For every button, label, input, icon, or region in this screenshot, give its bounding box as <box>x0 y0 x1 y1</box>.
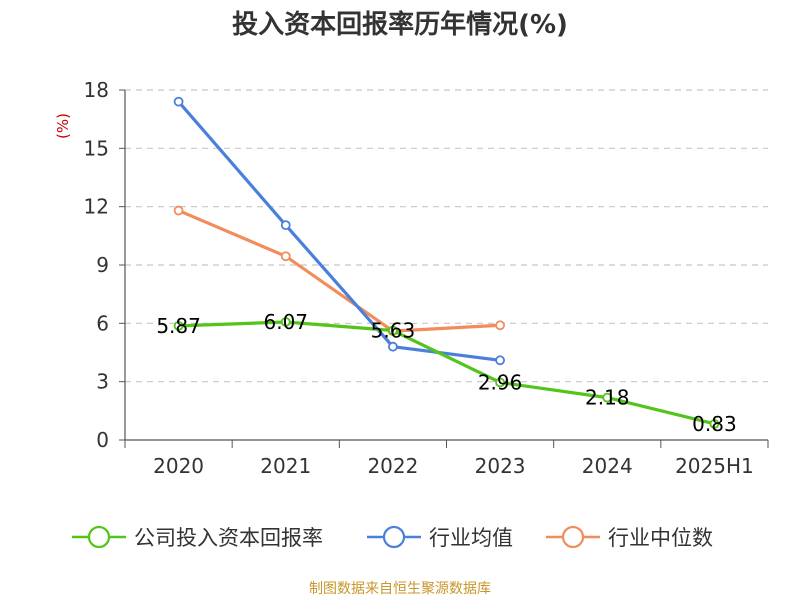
x-tick-label: 2023 <box>475 454 526 478</box>
y-tick-label: 9 <box>96 253 109 277</box>
x-tick-label: 2021 <box>260 454 311 478</box>
data-label: 5.87 <box>156 314 201 338</box>
data-point <box>173 96 184 107</box>
data-point <box>280 251 291 262</box>
series-line <box>177 209 501 333</box>
data-point <box>173 205 184 216</box>
x-tick-label: 2025H1 <box>675 454 754 478</box>
source-note: 制图数据来自恒生聚源数据库 <box>309 581 491 597</box>
x-tick-label: 2020 <box>153 454 204 478</box>
y-tick-label: 18 <box>84 78 109 102</box>
series-line <box>177 100 501 362</box>
legend-label: 行业中位数 <box>608 526 713 550</box>
y-tick-label: 3 <box>96 370 109 394</box>
data-point <box>388 325 398 336</box>
x-tick-label: 2022 <box>367 454 418 478</box>
legend-marker <box>382 525 406 549</box>
data-point <box>280 220 291 231</box>
legend-marker <box>87 525 111 549</box>
series-line <box>178 320 715 426</box>
data-point <box>280 317 291 327</box>
legend-marker <box>561 525 585 549</box>
data-point <box>495 320 505 331</box>
data-label: 0.83 <box>692 412 737 436</box>
data-point <box>495 377 505 388</box>
data-label: 5.63 <box>371 319 416 343</box>
data-point <box>173 320 184 331</box>
data-point <box>388 341 398 352</box>
y-unit-label: (%) <box>54 113 72 139</box>
x-tick-label: 2024 <box>582 454 633 478</box>
chart-title: 投入资本回报率历年情况(%) <box>232 10 568 40</box>
y-tick-label: 15 <box>84 136 109 160</box>
y-tick-label: 12 <box>84 195 109 219</box>
data-label: 2.18 <box>585 386 630 410</box>
data-point <box>495 355 505 366</box>
data-point <box>709 418 720 429</box>
legend-label: 公司投入资本回报率 <box>134 526 323 550</box>
y-tick-label: 0 <box>96 428 109 452</box>
y-tick-label: 6 <box>96 311 109 335</box>
legend-label: 行业均值 <box>429 526 513 550</box>
data-point <box>602 392 613 403</box>
data-label: 2.96 <box>478 370 523 394</box>
data-label: 6.07 <box>263 310 308 334</box>
